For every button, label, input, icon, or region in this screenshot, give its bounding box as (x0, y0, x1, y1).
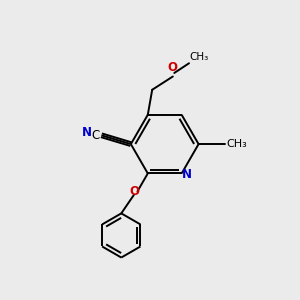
Text: C: C (92, 129, 100, 142)
Text: N: N (182, 168, 192, 182)
Text: CH₃: CH₃ (226, 139, 247, 149)
Text: O: O (168, 61, 178, 74)
Text: N: N (82, 126, 92, 139)
Text: O: O (129, 185, 139, 198)
Text: CH₃: CH₃ (190, 52, 209, 62)
